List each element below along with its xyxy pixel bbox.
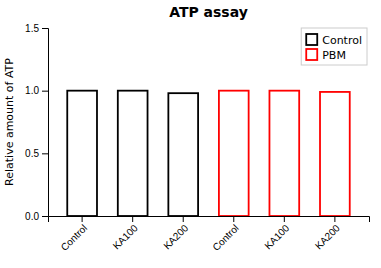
y-axis-line <box>42 29 49 217</box>
y-tick-mark <box>42 153 48 154</box>
y-tick: 0.5 <box>25 148 48 159</box>
x-tick-mark <box>183 216 184 222</box>
bar <box>219 91 249 216</box>
bar <box>168 93 198 216</box>
x-tick: KA200 <box>313 216 342 251</box>
legend: Control PBM <box>301 28 367 65</box>
bar <box>269 91 299 216</box>
x-tick: KA100 <box>111 216 140 251</box>
x-tick-label: KA200 <box>161 222 190 251</box>
legend-swatch <box>306 34 317 45</box>
chart: Control KA100 KA200 Control KA100 KA200 0.0 0.5… <box>0 0 381 268</box>
bar <box>67 91 97 216</box>
y-tick-mark <box>42 28 48 29</box>
legend-item: PBM <box>306 49 346 62</box>
plot: Control KA100 KA200 Control KA100 KA200 0.0 0.5… <box>25 23 369 253</box>
x-tick-label: Control <box>59 222 90 253</box>
title: ATP assay <box>169 4 248 20</box>
x-tick-label: KA200 <box>313 222 342 251</box>
x-tick: KA200 <box>161 216 190 251</box>
x-tick-label: KA100 <box>262 222 291 251</box>
x-tick-mark <box>233 216 234 222</box>
x-tick-label: KA100 <box>111 222 140 251</box>
x-tick: Control <box>59 216 90 253</box>
legend-item: Control <box>306 34 362 47</box>
legend-swatch <box>306 49 317 60</box>
legend-label: Control <box>322 34 362 47</box>
x-axis: Control KA100 KA200 Control KA100 KA200 <box>49 216 370 253</box>
y-tick: 0.0 <box>25 211 48 222</box>
legend-frame <box>301 28 367 65</box>
bar <box>320 92 350 216</box>
bars <box>67 91 349 216</box>
y-tick: 1.0 <box>25 85 48 96</box>
y-tick-mark <box>42 216 48 217</box>
y-axis-title: Relative amount of ATP <box>3 58 16 186</box>
y-tick-label: 0.0 <box>25 211 39 222</box>
x-tick-label: Control <box>210 222 241 253</box>
y-tick-label: 0.5 <box>25 148 39 159</box>
x-tick-mark <box>334 216 335 222</box>
x-tick-mark <box>132 216 133 222</box>
x-tick: Control <box>210 216 241 253</box>
x-axis-line <box>49 217 370 223</box>
y-axis: 0.0 0.5 1.0 1.5 <box>25 23 48 222</box>
x-tick-mark <box>284 216 285 222</box>
y-tick: 1.5 <box>25 23 48 34</box>
y-tick-label: 1.5 <box>25 23 39 34</box>
y-tick-mark <box>42 91 48 92</box>
y-tick-label: 1.0 <box>25 85 39 96</box>
bar <box>118 91 148 216</box>
legend-label: PBM <box>322 49 346 62</box>
x-tick-mark <box>82 216 83 222</box>
x-tick: KA100 <box>262 216 291 251</box>
